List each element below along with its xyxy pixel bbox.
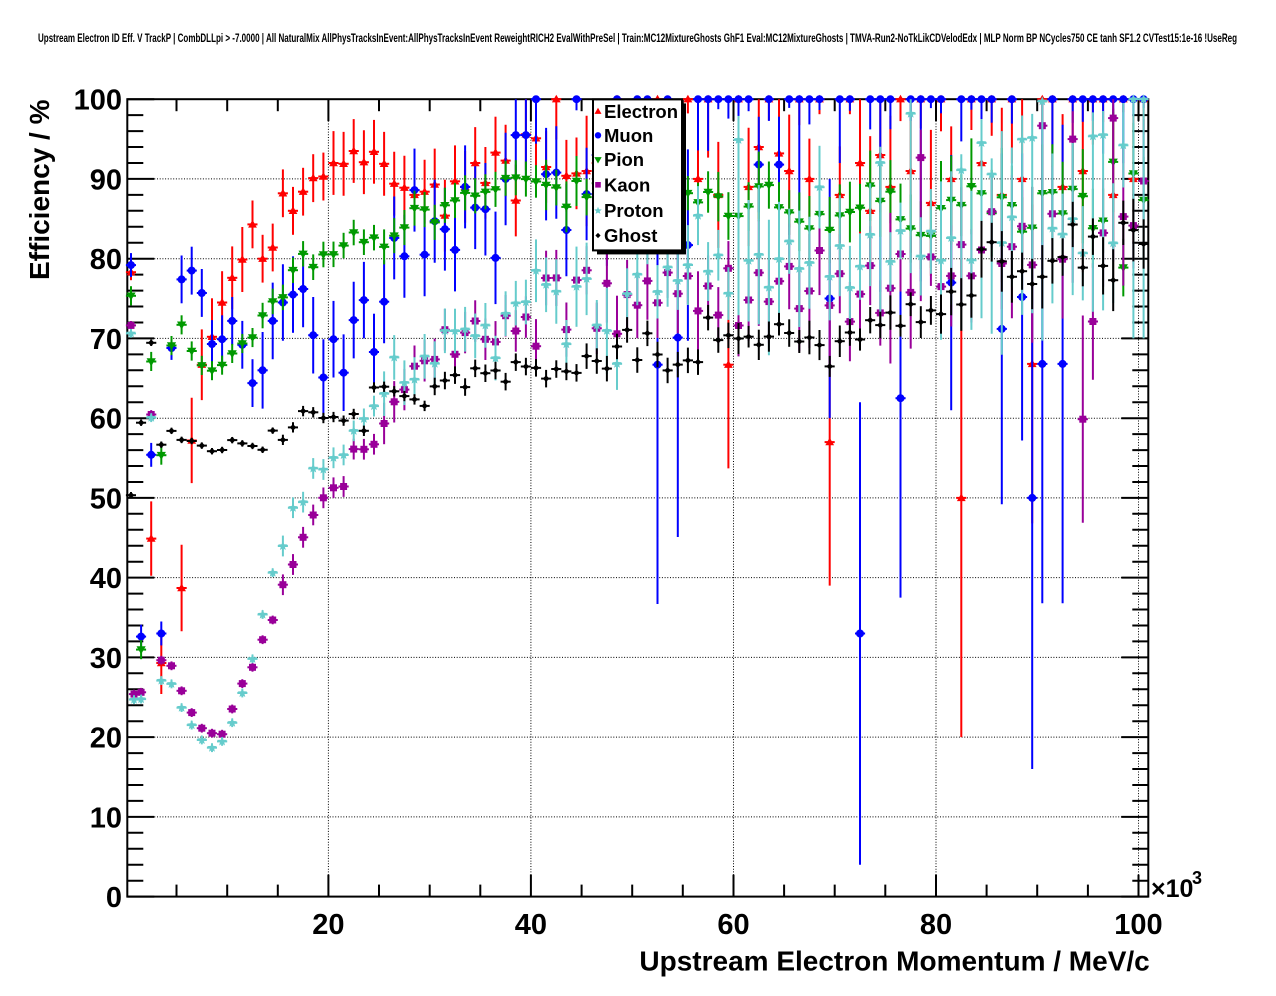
svg-text:Muon: Muon bbox=[604, 125, 653, 146]
svg-text:70: 70 bbox=[90, 324, 122, 356]
svg-text:Pion: Pion bbox=[604, 149, 644, 170]
svg-text:Upstream Electron Momentum / M: Upstream Electron Momentum / MeV/c bbox=[639, 946, 1149, 977]
svg-text:90: 90 bbox=[90, 164, 122, 196]
svg-text:80: 80 bbox=[920, 909, 952, 941]
svg-text:40: 40 bbox=[90, 563, 122, 595]
svg-text:Kaon: Kaon bbox=[604, 174, 650, 195]
svg-text:20: 20 bbox=[90, 723, 122, 755]
svg-text:100: 100 bbox=[74, 85, 122, 117]
svg-text:Efficiency / %: Efficiency / % bbox=[24, 99, 55, 280]
svg-text:40: 40 bbox=[515, 909, 547, 941]
svg-text:60: 60 bbox=[90, 404, 122, 436]
svg-text:10: 10 bbox=[90, 802, 122, 834]
svg-text:Electron: Electron bbox=[604, 101, 678, 122]
svg-text:60: 60 bbox=[717, 909, 749, 941]
svg-text:Upstream Electron ID Eff. V Tr: Upstream Electron ID Eff. V TrackP | Com… bbox=[38, 33, 1237, 45]
svg-text:Proton: Proton bbox=[604, 200, 664, 221]
svg-text:20: 20 bbox=[312, 909, 344, 941]
svg-text:100: 100 bbox=[1114, 909, 1162, 941]
svg-text:0: 0 bbox=[106, 882, 122, 914]
svg-text:3: 3 bbox=[1192, 868, 1202, 888]
svg-text:Ghost: Ghost bbox=[604, 225, 657, 246]
svg-text:80: 80 bbox=[90, 244, 122, 276]
svg-text:×10: ×10 bbox=[1151, 875, 1193, 903]
svg-text:30: 30 bbox=[90, 643, 122, 675]
svg-text:50: 50 bbox=[90, 483, 122, 515]
